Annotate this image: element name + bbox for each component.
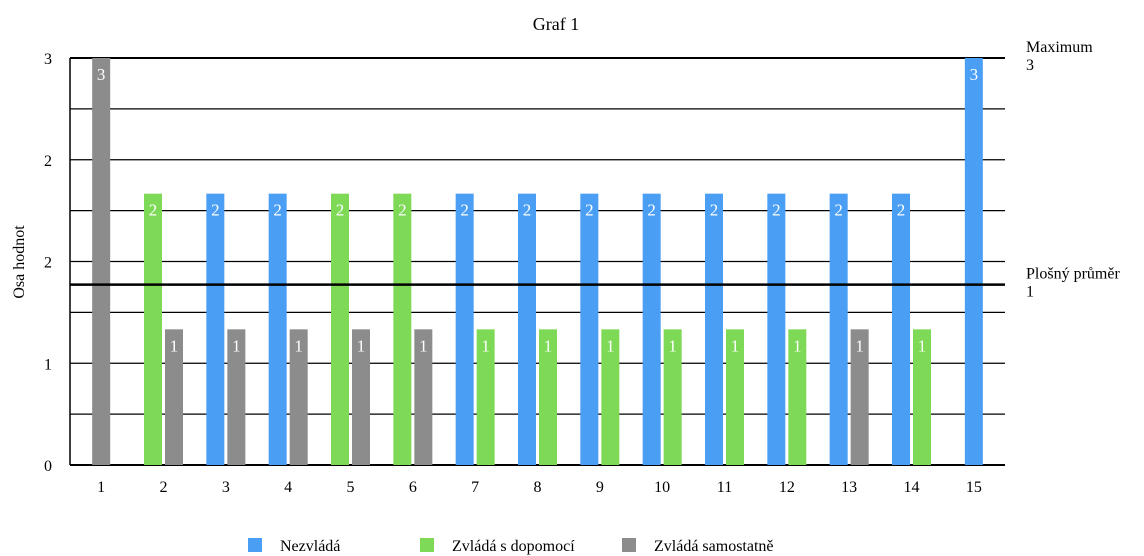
bar: [268, 193, 287, 465]
data-label: 2: [149, 201, 158, 220]
legend-label: Nezvládá: [280, 538, 340, 555]
x-tick-label: 12: [779, 479, 795, 496]
data-label: 2: [647, 201, 656, 220]
bar: [352, 329, 370, 465]
data-label: 1: [855, 336, 864, 355]
chart-title: Graf 1: [533, 14, 579, 34]
legend-swatch: [248, 538, 262, 552]
data-label: 1: [481, 336, 490, 355]
bar: [92, 58, 111, 465]
data-label: 1: [731, 336, 740, 355]
data-label: 1: [668, 336, 677, 355]
data-label: 2: [211, 201, 220, 220]
bar: [455, 193, 474, 465]
bar: [964, 58, 983, 465]
legend-label: Zvládá samostatně: [654, 538, 774, 555]
bar: [539, 329, 557, 465]
bar: [289, 329, 308, 465]
bars: 3 2 1 2 1 2 1 2 1 2 1 2 1 2 1 2 1 2 1 2 1 2 1 2 1 2 1 3: [92, 58, 983, 465]
y-tick-label: 1: [44, 356, 52, 373]
bar: [726, 329, 744, 465]
bar: [414, 329, 433, 465]
x-tick-label: 9: [596, 479, 604, 496]
bar: [165, 329, 183, 465]
legend: Nezvládá Zvládá s dopomocí Zvládá samostat…: [248, 538, 774, 555]
bar: [601, 329, 620, 465]
bar: [518, 193, 536, 465]
bar: [663, 329, 682, 465]
data-label: 2: [523, 201, 532, 220]
x-tick-label: 5: [347, 479, 355, 496]
data-label: 2: [772, 201, 781, 220]
x-tick-label: 6: [409, 479, 417, 496]
data-label: 3: [970, 65, 979, 84]
bar: [580, 193, 599, 465]
y-axis-label: Osa hodnot: [11, 225, 28, 299]
y-tick-label: 2: [44, 153, 52, 170]
data-label: 1: [232, 336, 241, 355]
legend-swatch: [622, 538, 636, 552]
data-label: 2: [710, 201, 719, 220]
x-tick-label: 13: [841, 479, 857, 496]
data-label: 1: [793, 336, 802, 355]
data-label: 2: [273, 201, 282, 220]
x-tick-label: 14: [904, 479, 920, 496]
data-label: 2: [460, 201, 469, 220]
reference-line-label: Maximum: [1026, 39, 1093, 56]
y-tick-label: 0: [44, 458, 52, 475]
data-label: 1: [544, 336, 553, 355]
data-label: 1: [606, 336, 615, 355]
x-tick-label: 10: [654, 479, 670, 496]
x-tick-label: 11: [717, 479, 732, 496]
y-tick-labels: 0 1 2 2 3: [44, 51, 52, 475]
reference-line-label: Plošný průměr: [1026, 266, 1120, 283]
bar: [767, 193, 786, 465]
bar: [331, 193, 349, 465]
bar: [892, 193, 910, 465]
bar: [227, 329, 246, 465]
data-label: 2: [834, 201, 843, 220]
bar: [144, 193, 162, 465]
x-tick-label: 7: [471, 479, 479, 496]
gridlines: [69, 57, 1005, 466]
bar: [850, 329, 869, 465]
bar: [788, 329, 807, 465]
data-label: 1: [170, 336, 179, 355]
bar: [476, 329, 495, 465]
bar: [705, 193, 723, 465]
y-tick-label: 2: [44, 255, 52, 272]
bar: [393, 193, 412, 465]
x-tick-label: 15: [966, 479, 982, 496]
data-label: 3: [97, 65, 106, 84]
x-tick-label: 2: [160, 479, 168, 496]
legend-label: Zvládá s dopomocí: [452, 538, 575, 555]
data-label: 2: [585, 201, 594, 220]
x-tick-label: 1: [97, 479, 105, 496]
reference-line-value: 3: [1026, 57, 1034, 74]
data-label: 2: [336, 201, 345, 220]
x-tick-label: 8: [534, 479, 542, 496]
x-tick-labels: 1 2 3 4 5 6 7 8 9 10 11 12 13 14 15: [97, 479, 982, 496]
x-tick-label: 3: [222, 479, 230, 496]
bar: [206, 193, 225, 465]
data-label: 1: [357, 336, 366, 355]
bar: [913, 329, 931, 465]
x-tick-label: 4: [284, 479, 292, 496]
y-tick-label: 3: [44, 51, 52, 68]
bar: [829, 193, 848, 465]
data-label: 1: [419, 336, 428, 355]
reference-line-value: 1: [1026, 284, 1034, 301]
data-label: 2: [897, 201, 906, 220]
bar: [642, 193, 661, 465]
data-label: 1: [294, 336, 303, 355]
legend-swatch: [420, 538, 434, 552]
data-label: 1: [918, 336, 927, 355]
data-label: 2: [398, 201, 407, 220]
